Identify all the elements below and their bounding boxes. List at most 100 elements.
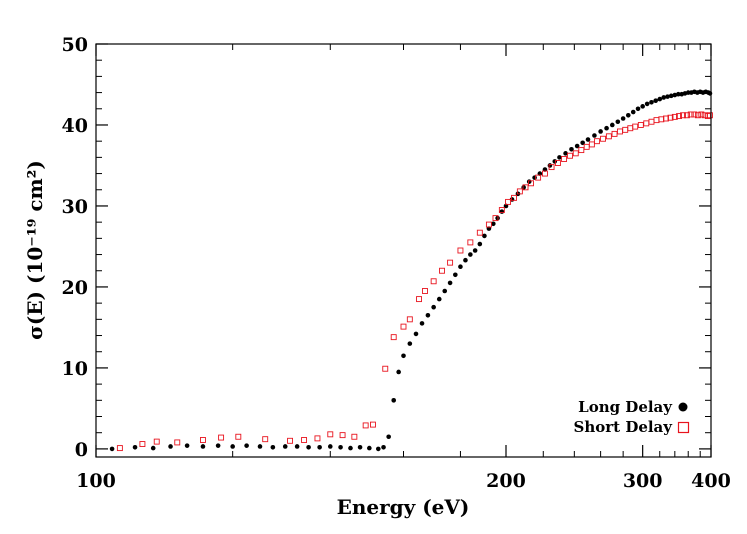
point-long-delay: [569, 146, 574, 152]
point-long-delay: [547, 163, 553, 168]
point-short-delay: [671, 113, 678, 120]
point-short-delay: [694, 112, 701, 119]
point-long-delay: [657, 96, 663, 102]
point-short-delay: [139, 441, 146, 447]
point-long-delay: [649, 100, 654, 105]
point-short-delay: [554, 160, 561, 166]
point-short-delay: [430, 278, 437, 285]
point-short-delay: [382, 365, 389, 372]
point-long-delay: [357, 444, 363, 450]
point-long-delay: [668, 93, 674, 99]
point-long-delay: [109, 446, 115, 452]
point-long-delay: [472, 248, 478, 253]
legend-label-short-delay: Short Delay: [574, 418, 674, 436]
point-short-delay: [691, 111, 698, 118]
point-short-delay: [467, 239, 474, 246]
point-long-delay: [168, 444, 173, 449]
point-long-delay: [419, 321, 425, 326]
point-short-delay: [301, 437, 308, 443]
point-long-delay: [615, 119, 621, 125]
point-short-delay: [406, 316, 413, 323]
point-short-delay: [327, 431, 334, 438]
point-long-delay: [526, 179, 532, 184]
point-short-delay: [522, 184, 529, 191]
point-short-delay: [535, 174, 542, 181]
tick-labels: 100 200 300 400 0 10 20 30 40 50: [62, 34, 731, 492]
point-long-delay: [453, 272, 458, 278]
point-short-delay: [516, 188, 523, 195]
point-long-delay: [676, 91, 681, 97]
point-short-delay: [593, 138, 600, 145]
point-long-delay: [665, 94, 670, 99]
point-short-delay: [663, 115, 669, 122]
point-short-delay: [492, 215, 499, 222]
point-short-delay: [287, 437, 293, 444]
data-points: [109, 89, 713, 452]
point-long-delay: [609, 122, 615, 128]
point-short-delay: [200, 437, 206, 443]
y-tick-label: 20: [62, 277, 88, 299]
point-long-delay: [482, 233, 487, 239]
point-short-delay: [605, 133, 612, 140]
point-long-delay: [184, 443, 190, 448]
point-short-delay: [339, 432, 346, 439]
point-long-delay: [557, 155, 562, 160]
y-axis-title: σ(E) (10⁻¹⁹ cm²): [23, 160, 47, 340]
point-short-delay: [683, 112, 690, 119]
point-long-delay: [338, 444, 343, 450]
point-long-delay: [468, 252, 473, 257]
point-long-delay: [620, 116, 626, 121]
point-short-delay: [439, 267, 445, 274]
point-short-delay: [698, 111, 705, 118]
point-short-delay: [567, 152, 573, 159]
y-tick-label: 0: [75, 439, 88, 461]
point-long-delay: [661, 95, 666, 100]
point-long-delay: [463, 257, 468, 263]
point-short-delay: [476, 229, 483, 236]
point-long-delay: [396, 369, 401, 375]
legend: Long Delay Short Delay: [574, 398, 690, 436]
point-long-delay: [294, 444, 300, 449]
point-long-delay: [447, 280, 453, 286]
legend-marker-long-delay: [678, 402, 688, 412]
y-tick-label: 30: [62, 196, 88, 218]
x-tick-label: 100: [76, 470, 116, 492]
point-long-delay: [672, 92, 678, 98]
point-long-delay: [407, 341, 413, 346]
point-short-delay: [351, 433, 358, 440]
point-short-delay: [687, 111, 694, 118]
point-long-delay: [552, 159, 558, 164]
y-tick-label: 10: [62, 358, 88, 380]
point-long-delay: [653, 98, 658, 103]
point-long-delay: [640, 104, 645, 109]
point-long-delay: [477, 241, 483, 247]
y-tick-label: 40: [62, 115, 88, 137]
point-long-delay: [401, 353, 406, 359]
point-short-delay: [235, 433, 242, 440]
point-short-delay: [498, 207, 505, 213]
point-long-delay: [574, 143, 580, 149]
point-long-delay: [458, 264, 463, 269]
point-short-delay: [400, 323, 407, 330]
point-long-delay: [257, 444, 263, 449]
point-long-delay: [625, 112, 631, 118]
legend-label-long-delay: Long Delay: [578, 398, 673, 416]
point-long-delay: [282, 444, 288, 449]
point-long-delay: [200, 444, 206, 449]
point-long-delay: [413, 331, 419, 337]
point-short-delay: [457, 247, 464, 254]
point-short-delay: [422, 288, 428, 294]
point-long-delay: [563, 151, 568, 156]
point-long-delay: [230, 444, 235, 449]
point-short-delay: [548, 164, 555, 171]
point-short-delay: [528, 180, 534, 187]
plot-frame: [95, 43, 712, 458]
x-tick-label: 200: [486, 470, 526, 492]
point-long-delay: [150, 445, 156, 451]
point-long-delay: [244, 443, 249, 448]
point-long-delay: [306, 444, 311, 450]
point-long-delay: [132, 444, 138, 450]
point-long-delay: [375, 446, 381, 452]
point-short-delay: [218, 434, 225, 441]
